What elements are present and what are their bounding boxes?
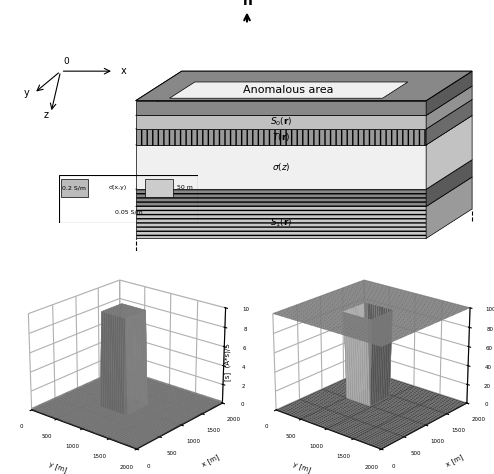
- Text: z: z: [43, 110, 48, 120]
- Text: [s]  (A*s)/S: [s] (A*s)/S: [224, 344, 231, 381]
- Polygon shape: [169, 82, 408, 98]
- Polygon shape: [136, 160, 472, 189]
- Polygon shape: [136, 100, 426, 116]
- Text: 0.2 S/m: 0.2 S/m: [63, 185, 86, 190]
- Polygon shape: [426, 86, 472, 129]
- Text: 0.05 S/m: 0.05 S/m: [115, 210, 142, 215]
- Text: 50 m: 50 m: [177, 185, 193, 190]
- Polygon shape: [136, 86, 472, 116]
- Text: $S_0(\mathbf{r})$: $S_0(\mathbf{r})$: [270, 116, 292, 128]
- Polygon shape: [136, 116, 472, 145]
- Text: d(x,y): d(x,y): [108, 185, 126, 190]
- Text: $\sigma(z)$: $\sigma(z)$: [272, 161, 290, 173]
- Polygon shape: [136, 207, 426, 238]
- Text: $T(\mathbf{r})$: $T(\mathbf{r})$: [272, 131, 290, 143]
- Polygon shape: [426, 116, 472, 189]
- FancyBboxPatch shape: [61, 179, 88, 197]
- Polygon shape: [136, 145, 426, 189]
- Polygon shape: [136, 116, 426, 129]
- Text: x: x: [121, 66, 127, 76]
- Polygon shape: [426, 160, 472, 207]
- Text: 0: 0: [63, 57, 69, 66]
- Polygon shape: [136, 71, 472, 100]
- Text: Anomalous area: Anomalous area: [243, 85, 334, 95]
- Polygon shape: [136, 129, 426, 145]
- Polygon shape: [136, 177, 472, 207]
- Polygon shape: [136, 100, 472, 129]
- Text: $S_1(\mathbf{r})$: $S_1(\mathbf{r})$: [270, 216, 292, 228]
- Y-axis label: x [m]: x [m]: [445, 453, 465, 468]
- Polygon shape: [136, 189, 426, 207]
- Polygon shape: [136, 71, 472, 100]
- Polygon shape: [426, 100, 472, 145]
- Polygon shape: [426, 71, 472, 116]
- Text: $\mathbf{n}$: $\mathbf{n}$: [242, 0, 252, 8]
- FancyBboxPatch shape: [145, 179, 173, 197]
- Text: y: y: [24, 88, 30, 98]
- Polygon shape: [426, 177, 472, 238]
- X-axis label: y [m]: y [m]: [292, 460, 312, 473]
- X-axis label: y [m]: y [m]: [47, 460, 68, 473]
- Y-axis label: x [m]: x [m]: [201, 453, 220, 468]
